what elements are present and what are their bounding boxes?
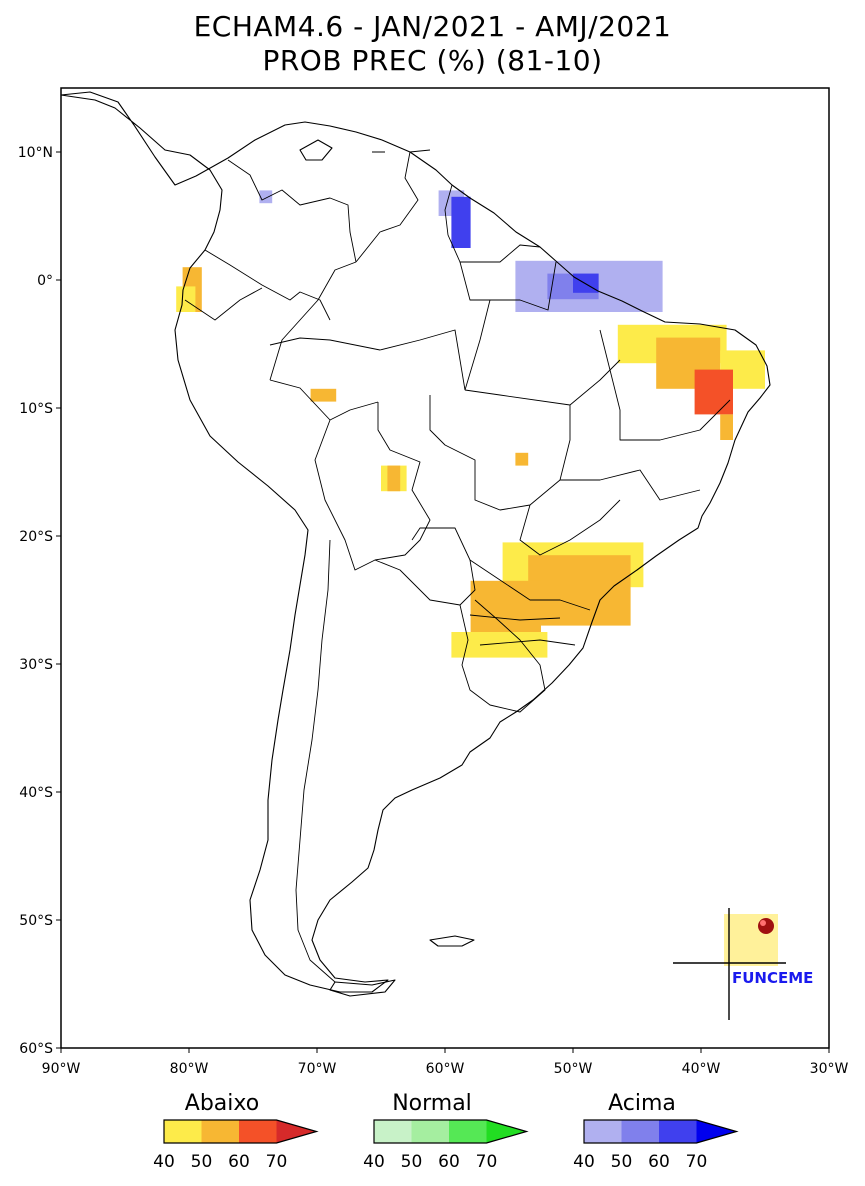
legend-tick-label: 70 xyxy=(686,1152,708,1172)
bolivia-border xyxy=(314,402,431,571)
legend-group: Abaixo 40 50 60 70 Normal 40 50 60 70 Acima 40 50 60 7… xyxy=(153,1091,739,1172)
y-tick-label: 40°S xyxy=(19,785,53,801)
y-tick-label: 50°S xyxy=(19,913,53,929)
chile-argentina-border xyxy=(295,539,336,983)
legend-outline-abaixo xyxy=(163,1119,319,1144)
y-tick-label: 20°S xyxy=(19,529,53,545)
legend-swatch-normal-0 xyxy=(374,1120,412,1143)
legend-tick-label: 60 xyxy=(648,1152,670,1172)
ecuador-peru-border xyxy=(184,287,263,321)
x-tick-label: 80°W xyxy=(170,1061,209,1077)
legend-swatch-acima-1 xyxy=(621,1120,659,1143)
x-tick-label: 60°W xyxy=(426,1061,465,1077)
latitude-axis: 10°N 0° 10°S 20°S 30°S 40°S 50°S 60°S xyxy=(18,145,61,1057)
funceme-label: FUNCEME xyxy=(732,969,813,987)
x-tick-label: 90°W xyxy=(42,1061,81,1077)
anomaly-cell-abaixo-14 xyxy=(451,632,548,658)
caribbean-coast-islands xyxy=(299,139,431,161)
title-line-2: PROB PREC (%) (81-10) xyxy=(262,44,603,77)
funceme-logo: FUNCEME xyxy=(673,908,813,1020)
country-borders xyxy=(184,151,731,983)
south-america-coastline xyxy=(60,91,771,993)
coastline-outline xyxy=(60,91,771,997)
map-title: ECHAM4.6 - JAN/2021 - AMJ/2021 PROB PREC… xyxy=(0,10,865,78)
legend-outline-normal xyxy=(373,1119,529,1144)
probability-cells xyxy=(176,190,765,658)
anomaly-cell-abaixo-4 xyxy=(387,465,401,492)
anomaly-cell-abaixo-5 xyxy=(515,452,529,466)
paraguay-border xyxy=(374,527,476,606)
legend-swatch-normal-2 xyxy=(449,1120,487,1143)
legend-tick-label: 40 xyxy=(573,1152,595,1172)
legend-swatch-acima-2 xyxy=(659,1120,697,1143)
legend-title-acima: Acima xyxy=(608,1091,676,1116)
falkland-islands xyxy=(429,935,475,947)
anomaly-cell-abaixo-2 xyxy=(310,388,337,402)
legend-arrow-acima xyxy=(696,1120,737,1143)
anomaly-cell-acima-17 xyxy=(451,196,471,248)
colombia-peru-ecuador-border xyxy=(204,249,331,321)
x-tick-label: 70°W xyxy=(298,1061,337,1077)
legend-title-abaixo: Abaixo xyxy=(185,1091,259,1116)
legend-swatch-abaixo-0 xyxy=(164,1120,202,1143)
legend-tick-label: 70 xyxy=(476,1152,498,1172)
anomaly-cell-abaixo-12 xyxy=(528,555,631,626)
venezuela-guyana-border xyxy=(355,151,419,263)
y-tick-label: 60°S xyxy=(19,1041,53,1057)
legend-tick-label: 50 xyxy=(611,1152,633,1172)
legend-outline-acima xyxy=(583,1119,739,1144)
legend-tick-label: 60 xyxy=(438,1152,460,1172)
legend-tick-label: 70 xyxy=(266,1152,288,1172)
legend-arrow-normal xyxy=(486,1120,527,1143)
y-tick-label: 10°S xyxy=(19,401,53,417)
brazil-internal-states xyxy=(429,329,731,646)
legend-tick-label: 40 xyxy=(153,1152,175,1172)
legend-tick-label: 50 xyxy=(401,1152,423,1172)
anomaly-cell-acima-15 xyxy=(259,190,273,204)
argentina-brazil-uruguay-border xyxy=(459,599,546,713)
longitude-axis: 90°W 80°W 70°W 60°W 50°W 40°W 30°W xyxy=(42,1048,849,1077)
brazil-amazon-states xyxy=(269,261,557,391)
legend-title-normal: Normal xyxy=(392,1091,472,1116)
y-tick-label: 0° xyxy=(37,273,53,289)
legend-tick-label: 40 xyxy=(363,1152,385,1172)
colombia-brazil-border xyxy=(269,261,357,381)
legend-tick-label: 50 xyxy=(191,1152,213,1172)
colombia-venezuela-border xyxy=(227,159,357,263)
map-frame xyxy=(60,87,830,1049)
x-tick-label: 40°W xyxy=(682,1061,721,1077)
legend-arrow-abaixo xyxy=(276,1120,317,1143)
anomaly-cell-abaixo-9 xyxy=(694,369,733,415)
y-tick-label: 10°N xyxy=(18,145,53,161)
legend-tick-label: 60 xyxy=(228,1152,250,1172)
y-tick-label: 30°S xyxy=(19,657,53,673)
x-tick-label: 50°W xyxy=(554,1061,593,1077)
x-tick-label: 30°W xyxy=(810,1061,849,1077)
legend-swatch-abaixo-1 xyxy=(201,1120,239,1143)
title-line-1: ECHAM4.6 - JAN/2021 - AMJ/2021 xyxy=(193,10,672,43)
legend-swatch-acima-0 xyxy=(584,1120,622,1143)
anomaly-cell-acima-20 xyxy=(573,273,599,293)
legend-swatch-normal-1 xyxy=(411,1120,449,1143)
tierra-del-fuego xyxy=(329,979,396,997)
anomaly-cell-abaixo-1 xyxy=(176,286,196,312)
legend-swatch-abaixo-2 xyxy=(239,1120,277,1143)
anomaly-cell-abaixo-10 xyxy=(720,414,733,440)
